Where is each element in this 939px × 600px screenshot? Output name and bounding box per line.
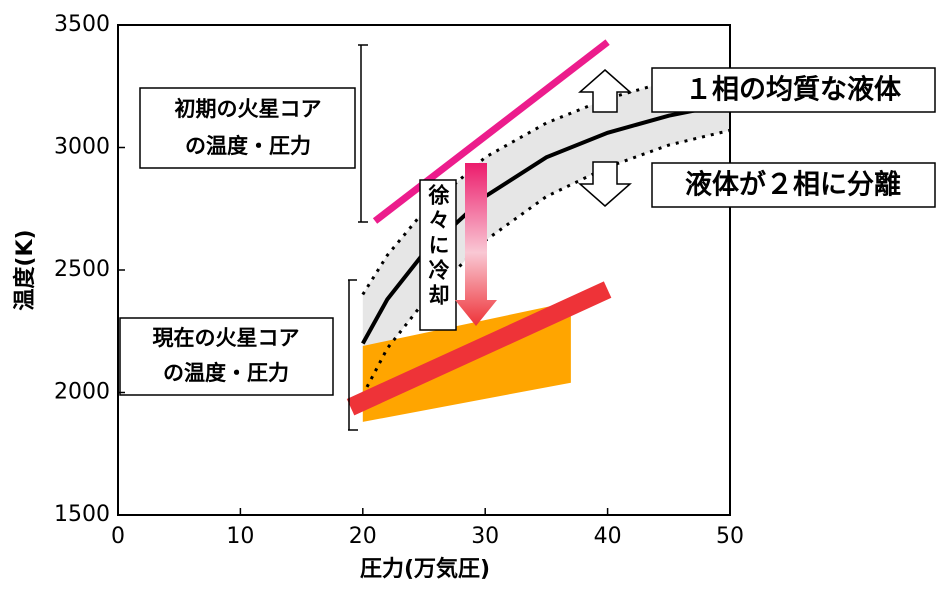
annotation: 現在の火星コア [153,326,300,350]
annotation-box [419,179,457,331]
y-tick-label: 2500 [54,257,110,282]
annotation: の温度・圧力 [163,361,289,385]
cooling-arrow [455,163,497,326]
y-axis-label: 温度(K) [12,229,38,310]
x-axis-label: 圧力(万気圧) [360,556,490,582]
x-tick-label: 30 [471,524,499,549]
x-tick-label: 20 [349,524,377,549]
annotation-box [139,87,356,169]
y-tick-label: 3500 [54,12,110,37]
annotation: 液体が２相に分離 [685,169,901,201]
series-line [361,128,731,396]
annotation-box [651,67,936,113]
x-tick-label: 50 [716,524,744,549]
series-line [372,39,610,224]
bracket [358,44,368,223]
bracket [348,279,358,431]
annotation: 徐々に冷却 [426,183,451,309]
x-tick-label: 40 [594,524,622,549]
annotation: 初期の火星コア [175,97,322,121]
down-arrow [578,161,632,207]
plot-area [346,39,731,422]
series-line [361,67,731,296]
y-tick-label: 2000 [54,380,110,405]
series-line [361,101,731,345]
annotation-box [119,317,334,396]
annotation: １相の均質な液体 [685,75,902,106]
series-line [346,281,612,416]
annotation: の温度・圧力 [185,134,311,158]
y-tick-label: 1500 [54,502,110,527]
uncertainty-band [362,69,730,395]
x-tick-label: 0 [111,524,125,549]
x-tick-label: 10 [226,524,254,549]
y-tick-label: 3000 [54,135,110,160]
up-arrow [578,69,632,113]
annotation-box [651,162,936,208]
